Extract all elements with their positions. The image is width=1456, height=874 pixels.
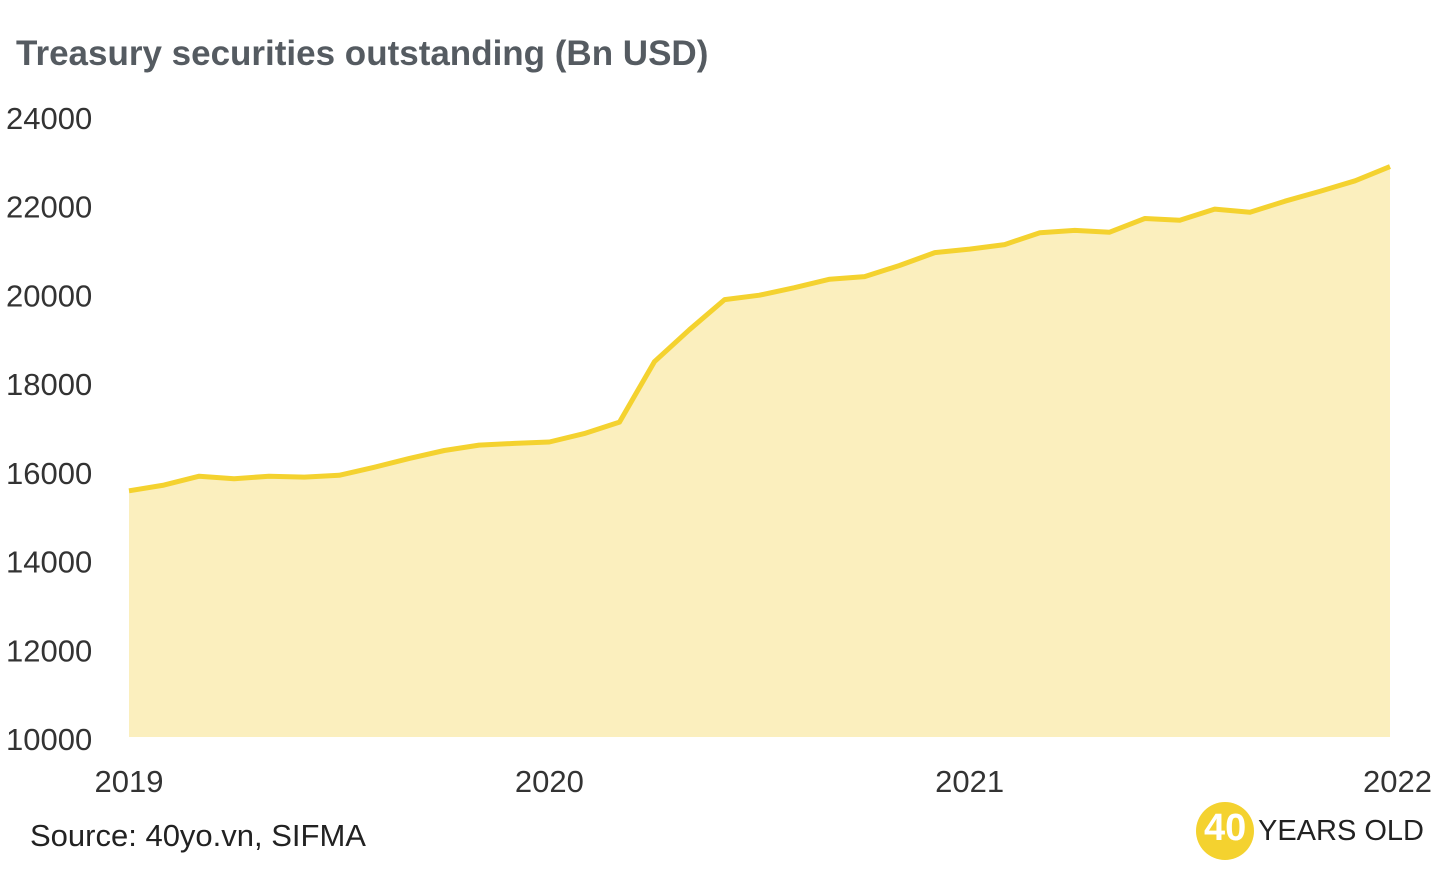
y-tick-label: 24000 xyxy=(6,101,92,136)
y-tick-label: 14000 xyxy=(6,545,92,580)
brand-logo: 40 YEARS OLD xyxy=(1196,802,1424,860)
series-line xyxy=(128,164,1391,494)
x-tick-label: 2022 xyxy=(1363,764,1432,799)
y-tick-label: 16000 xyxy=(6,456,92,491)
chart-title: Treasury securities outstanding (Bn USD) xyxy=(16,34,709,73)
x-tick-label: 2020 xyxy=(515,764,584,799)
x-tick-label: 2021 xyxy=(935,764,1004,799)
series-area-fill xyxy=(129,166,1390,738)
y-tick-label: 12000 xyxy=(6,633,92,668)
y-tick-label: 10000 xyxy=(6,722,92,757)
brand-text: YEARS OLD xyxy=(1258,814,1424,847)
brand-circle xyxy=(1196,802,1254,860)
y-tick-label: 20000 xyxy=(6,278,92,313)
x-tick-label: 2019 xyxy=(95,764,164,799)
y-tick-label: 18000 xyxy=(6,367,92,402)
brand-badge: 40 xyxy=(1196,802,1254,860)
source-note: Source: 40yo.vn, SIFMA xyxy=(30,818,366,853)
brand-number: 40 xyxy=(1204,807,1247,849)
y-tick-label: 22000 xyxy=(6,190,92,225)
